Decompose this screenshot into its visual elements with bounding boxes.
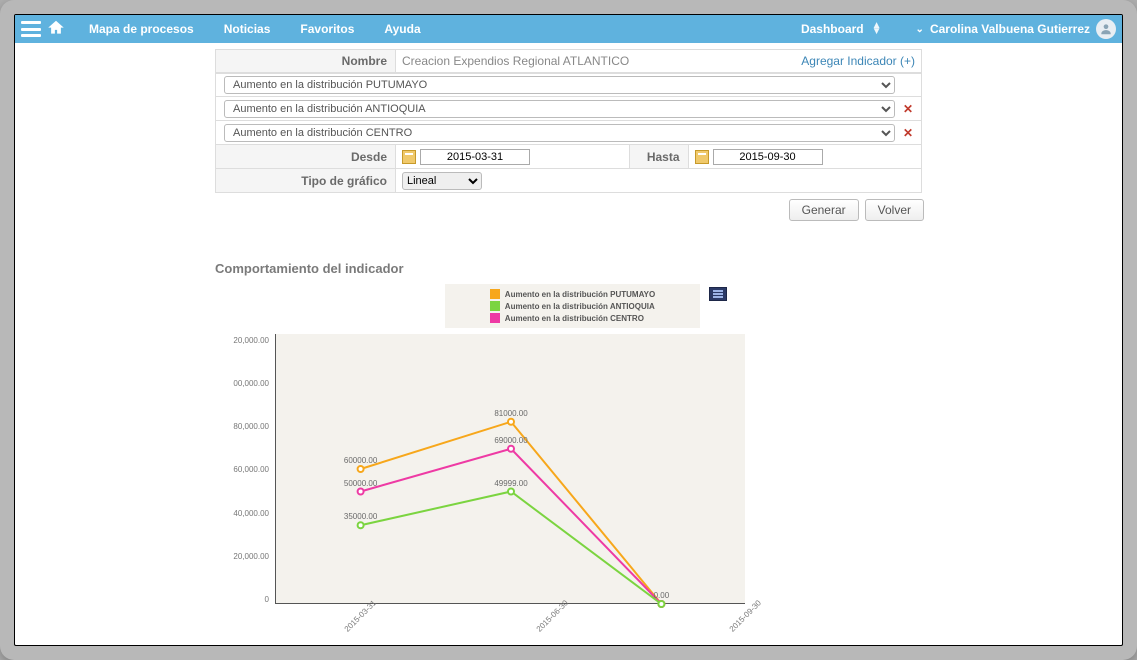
chevron-down-icon: ⌄ — [916, 24, 924, 35]
chart-legend: Aumento en la distribución PUTUMAYO Aumen… — [445, 284, 700, 328]
indicador-select[interactable]: Aumento en la distribución CENTRO — [224, 124, 895, 142]
data-point-label: 0.00 — [654, 591, 670, 600]
y-axis: 20,000.0000,000.0080,000.0060,000.0040,0… — [215, 334, 275, 604]
topbar: Mapa de procesos Noticias Favoritos Ayud… — [15, 15, 1122, 43]
agregar-indicador-link[interactable]: Agregar Indicador (+) — [801, 54, 915, 68]
generar-button[interactable]: Generar — [789, 199, 859, 221]
tipo-label: Tipo de gráfico — [216, 169, 396, 192]
data-point-label: 69000.00 — [494, 436, 527, 445]
calendar-icon[interactable] — [402, 150, 416, 164]
remove-indicador-icon[interactable]: ✕ — [901, 102, 915, 116]
data-point-label: 60000.00 — [344, 456, 377, 465]
nav-ayuda[interactable]: Ayuda — [384, 22, 420, 36]
dashboard-selector[interactable]: Dashboard ▲▼ — [801, 22, 882, 36]
indicador-select[interactable]: Aumento en la distribución PUTUMAYO — [224, 76, 895, 94]
user-name: Carolina Valbuena Gutierrez — [930, 22, 1090, 36]
chart-area: Aumento en la distribución PUTUMAYO Aumen… — [215, 284, 775, 610]
x-axis: 2015-03-312015-06-302015-09-30 — [275, 604, 745, 610]
nav-noticias[interactable]: Noticias — [224, 22, 271, 36]
home-icon[interactable] — [47, 19, 65, 40]
legend-item: Aumento en la distribución ANTIOQUIA — [490, 301, 655, 311]
data-point-label: 81000.00 — [494, 409, 527, 418]
data-point-label: 50000.00 — [344, 479, 377, 488]
legend-item: Aumento en la distribución PUTUMAYO — [490, 289, 655, 299]
avatar-icon — [1096, 19, 1116, 39]
legend-item: Aumento en la distribución CENTRO — [490, 313, 655, 323]
dashboard-label: Dashboard — [801, 22, 864, 36]
chart-title: Comportamiento del indicador — [215, 261, 1092, 276]
legend-toggle-icon[interactable] — [709, 287, 727, 301]
data-point-label: 49999.00 — [494, 479, 527, 488]
form-zone: Nombre Creacion Expendios Regional ATLAN… — [215, 49, 922, 221]
indicador-select[interactable]: Aumento en la distribución ANTIOQUIA — [224, 100, 895, 118]
data-point-label: 35000.00 — [344, 512, 377, 521]
desde-input[interactable] — [420, 149, 530, 165]
chart-plot: 60000.00 81000.00 0.00 50000.00 69000.00 3500… — [275, 334, 745, 604]
tipo-select[interactable]: Lineal — [402, 172, 482, 190]
nombre-value: Creacion Expendios Regional ATLANTICO — [402, 54, 629, 68]
user-menu[interactable]: ⌄ Carolina Valbuena Gutierrez — [916, 19, 1116, 39]
updown-icon: ▲▼ — [872, 23, 882, 35]
nombre-label: Nombre — [216, 50, 396, 72]
hasta-label: Hasta — [629, 145, 689, 168]
volver-button[interactable]: Volver — [865, 199, 924, 221]
nav-favoritos[interactable]: Favoritos — [300, 22, 354, 36]
calendar-icon[interactable] — [695, 150, 709, 164]
remove-indicador-icon[interactable]: ✕ — [901, 126, 915, 140]
menu-icon[interactable] — [21, 21, 41, 37]
desde-label: Desde — [216, 145, 396, 168]
nav-mapa[interactable]: Mapa de procesos — [89, 22, 194, 36]
hasta-input[interactable] — [713, 149, 823, 165]
